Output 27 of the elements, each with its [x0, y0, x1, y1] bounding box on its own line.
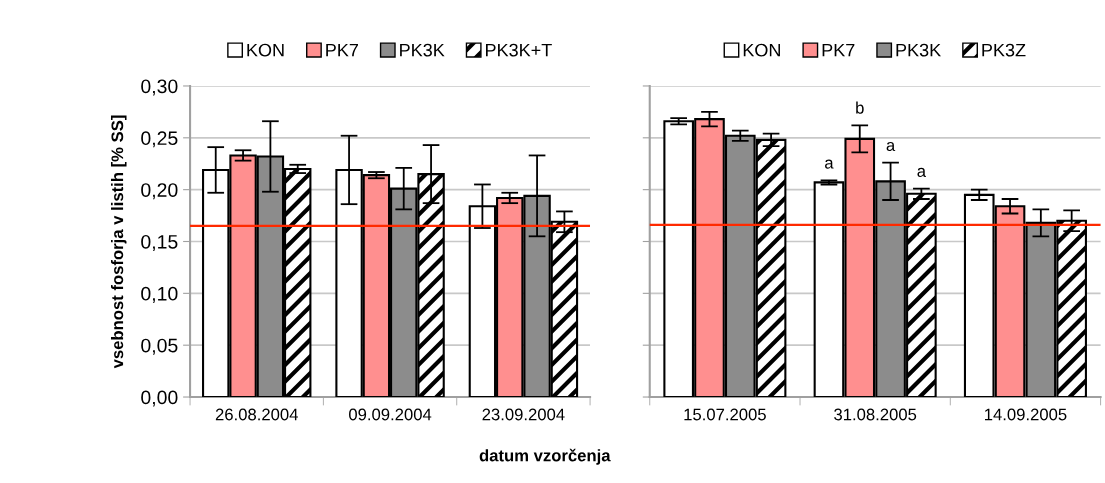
y-tick-label: 0,15: [141, 234, 178, 252]
x-tick-label: 09.09.2004: [349, 408, 432, 421]
legend-label: PK7: [822, 43, 855, 57]
y-tick-label: 0,30: [141, 79, 178, 96]
y-axis-title: vsebnost fosforja v listih [% SS]: [110, 115, 127, 369]
y-tick-label: 0,00: [141, 390, 178, 407]
x-tick-label: 23.09.2004: [482, 408, 565, 421]
x-tick-label: 14.09.2005: [985, 408, 1067, 421]
legend-label: PK3K: [400, 43, 445, 57]
data-label: b: [856, 101, 864, 114]
x-tick-label: 15.07.2005: [684, 408, 766, 421]
data-label: a: [917, 167, 927, 177]
data-label: a: [825, 159, 834, 169]
x-tick-label: 31.08.2005: [834, 408, 917, 421]
y-tick-label: 0,25: [141, 131, 178, 148]
legend-label: KON: [743, 43, 780, 57]
y-tick-label: 0,05: [141, 338, 178, 355]
y-tick-label: 0,20: [141, 183, 178, 200]
x-axis-title: datum vzorčenja: [479, 448, 611, 465]
legend-label: KON: [247, 43, 284, 57]
x-tick-label: 26.08.2004: [215, 408, 298, 421]
legend-label: PK3K+T: [486, 43, 552, 57]
y-tick-label: 0,10: [141, 286, 178, 303]
legend-label: PK7: [326, 43, 358, 57]
data-label: a: [886, 141, 896, 152]
legend-label: PK3Z: [982, 43, 1026, 57]
legend-label: PK3K: [896, 43, 941, 57]
